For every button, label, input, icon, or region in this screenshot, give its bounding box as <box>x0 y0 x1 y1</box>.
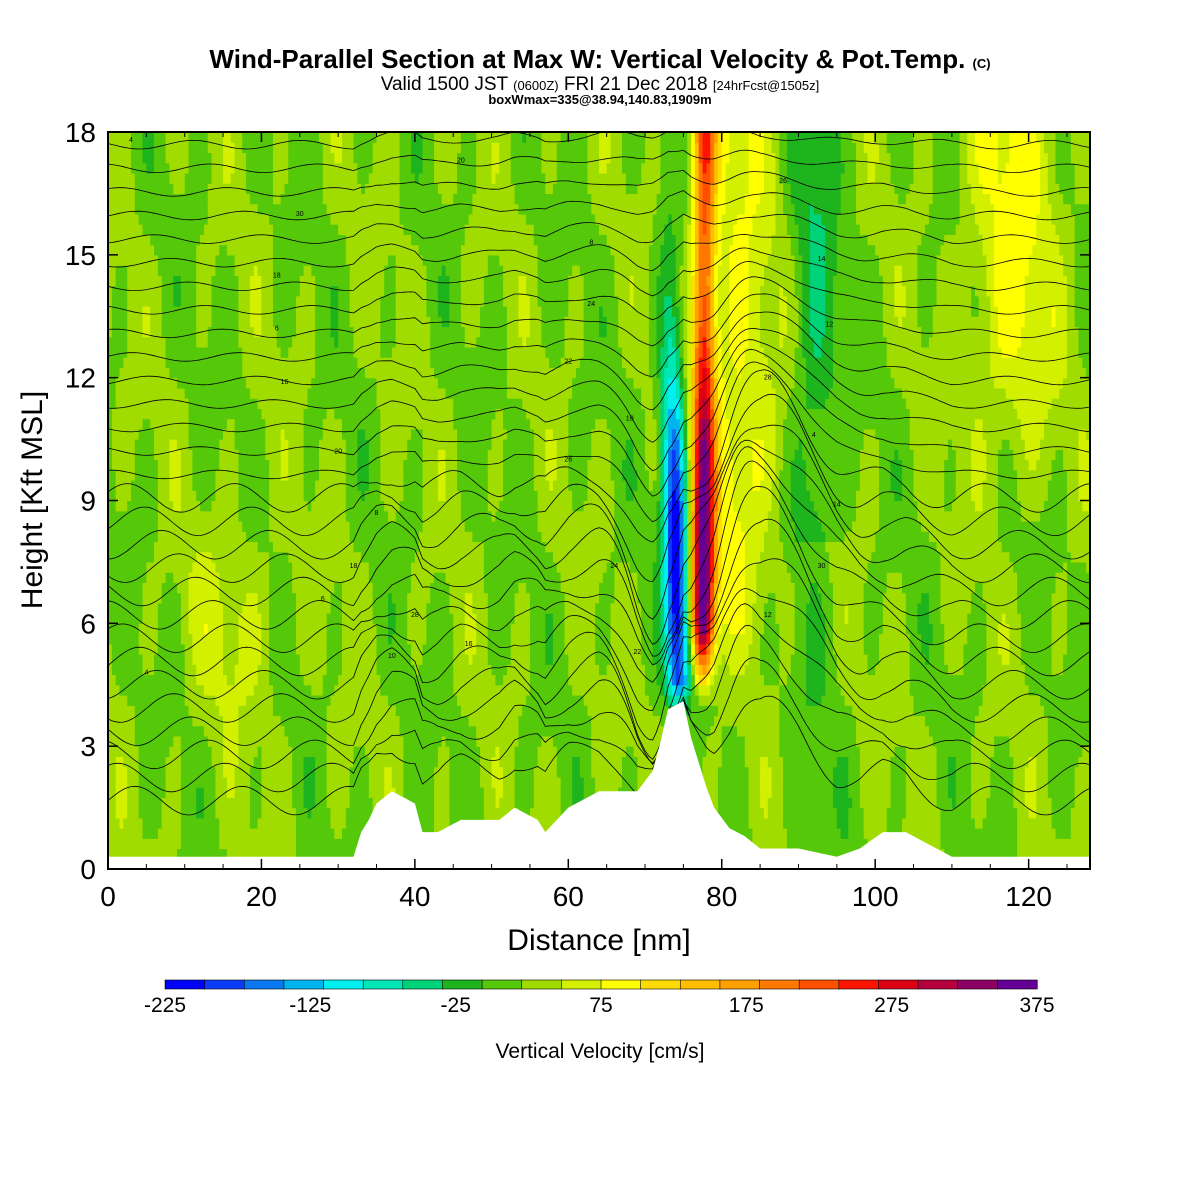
theta-contour-label: 6 <box>275 326 279 333</box>
x-tick-label: 60 <box>553 881 584 912</box>
y-axis-label: Height [Kft MSL] <box>16 391 49 609</box>
colorbar-tick-label: 275 <box>874 994 909 1017</box>
colorbar-swatch <box>680 980 720 989</box>
theta-contour-label: 4 <box>129 137 133 144</box>
colorbar-swatch <box>918 980 958 989</box>
theta-contour-label: 28 <box>764 375 772 382</box>
colorbar-swatch <box>522 980 562 989</box>
theta-contour-label: 26 <box>564 457 572 464</box>
theta-contour-label: 30 <box>818 563 826 570</box>
x-tick-label: 20 <box>246 881 277 912</box>
x-tick-label: 120 <box>1005 881 1052 912</box>
y-tick-label: 3 <box>80 731 96 762</box>
theta-contour-label: 30 <box>296 211 304 218</box>
theta-contour-label: 22 <box>564 358 572 365</box>
theta-contour-label: 24 <box>610 563 618 570</box>
theta-contour-label: 18 <box>273 272 281 279</box>
theta-contour-label: 24 <box>587 301 595 308</box>
colorbar-swatch <box>165 980 205 989</box>
colorbar-swatch <box>601 980 641 989</box>
colorbar-swatch <box>324 980 364 989</box>
theta-contour-label: 14 <box>818 256 826 263</box>
colorbar-tick-label: -25 <box>441 994 471 1017</box>
colorbar-swatch <box>641 980 681 989</box>
y-tick-label: 18 <box>65 117 96 148</box>
x-tick-label: 80 <box>706 881 737 912</box>
y-tick-label: 9 <box>80 486 96 517</box>
colorbar-swatch <box>799 980 839 989</box>
theta-contour-label: 4 <box>812 432 816 439</box>
theta-contour-label: 22 <box>634 649 642 656</box>
plot-area: 4 10 16 22 28 6 12 18 24 30 8 14 20 26 4 10 16 22 28 6 12 18 2… <box>108 100 1091 869</box>
colorbar-swatch <box>997 980 1037 989</box>
colorbar-tick-label: 375 <box>1019 994 1054 1017</box>
colorbar-swatch <box>244 980 284 989</box>
y-tick-label: 15 <box>65 240 96 271</box>
theta-contour-label: 28 <box>411 612 419 619</box>
x-tick-label: 40 <box>399 881 430 912</box>
colorbar-tick-label: -125 <box>289 994 331 1017</box>
theta-contour-line <box>108 100 1090 125</box>
colorbar-swatch <box>878 980 918 989</box>
theta-contour-label: 16 <box>281 379 289 386</box>
colorbar: -225 -125 -25 75 175 275 375 <box>144 980 1055 1017</box>
theta-contour-label: 12 <box>825 321 833 328</box>
colorbar-swatch <box>561 980 601 989</box>
theta-contour-label: 26 <box>779 178 787 185</box>
colorbar-swatch <box>760 980 800 989</box>
theta-contour-label: 16 <box>465 641 473 648</box>
colorbar-swatch <box>442 980 482 989</box>
theta-contour-label: 4 <box>144 670 148 677</box>
theta-contour-label: 18 <box>350 563 358 570</box>
theta-contour-label: 6 <box>321 596 325 603</box>
theta-contour-label: 14 <box>833 502 841 509</box>
theta-contour-label: 20 <box>334 448 342 455</box>
theta-contour-label: 12 <box>764 612 772 619</box>
velocity-field <box>108 132 1091 870</box>
colorbar-tick-label: -225 <box>144 994 186 1017</box>
y-tick-label: 6 <box>80 608 96 639</box>
colorbar-title: Vertical Velocity [cm/s] <box>496 1040 705 1063</box>
x-tick-label: 100 <box>852 881 899 912</box>
theta-contour-label: 8 <box>589 240 593 247</box>
theta-contour-label: 10 <box>388 653 396 660</box>
y-tick-label: 12 <box>65 363 96 394</box>
colorbar-tick-label: 175 <box>729 994 764 1017</box>
colorbar-swatch <box>720 980 760 989</box>
colorbar-swatch <box>482 980 522 989</box>
y-tick-label: 0 <box>80 854 96 885</box>
colorbar-swatch <box>284 980 324 989</box>
theta-contour-label: 10 <box>626 416 634 423</box>
colorbar-swatch <box>403 980 443 989</box>
colorbar-tick-label: 75 <box>589 994 612 1017</box>
colorbar-swatch <box>958 980 998 989</box>
colorbar-swatch <box>363 980 403 989</box>
theta-contour-label: 8 <box>375 510 379 517</box>
theta-contour-label: 20 <box>457 158 465 165</box>
colorbar-swatch <box>839 980 879 989</box>
colorbar-swatch <box>205 980 245 989</box>
x-tick-label: 0 <box>100 881 116 912</box>
x-axis-label: Distance [nm] <box>507 924 690 957</box>
